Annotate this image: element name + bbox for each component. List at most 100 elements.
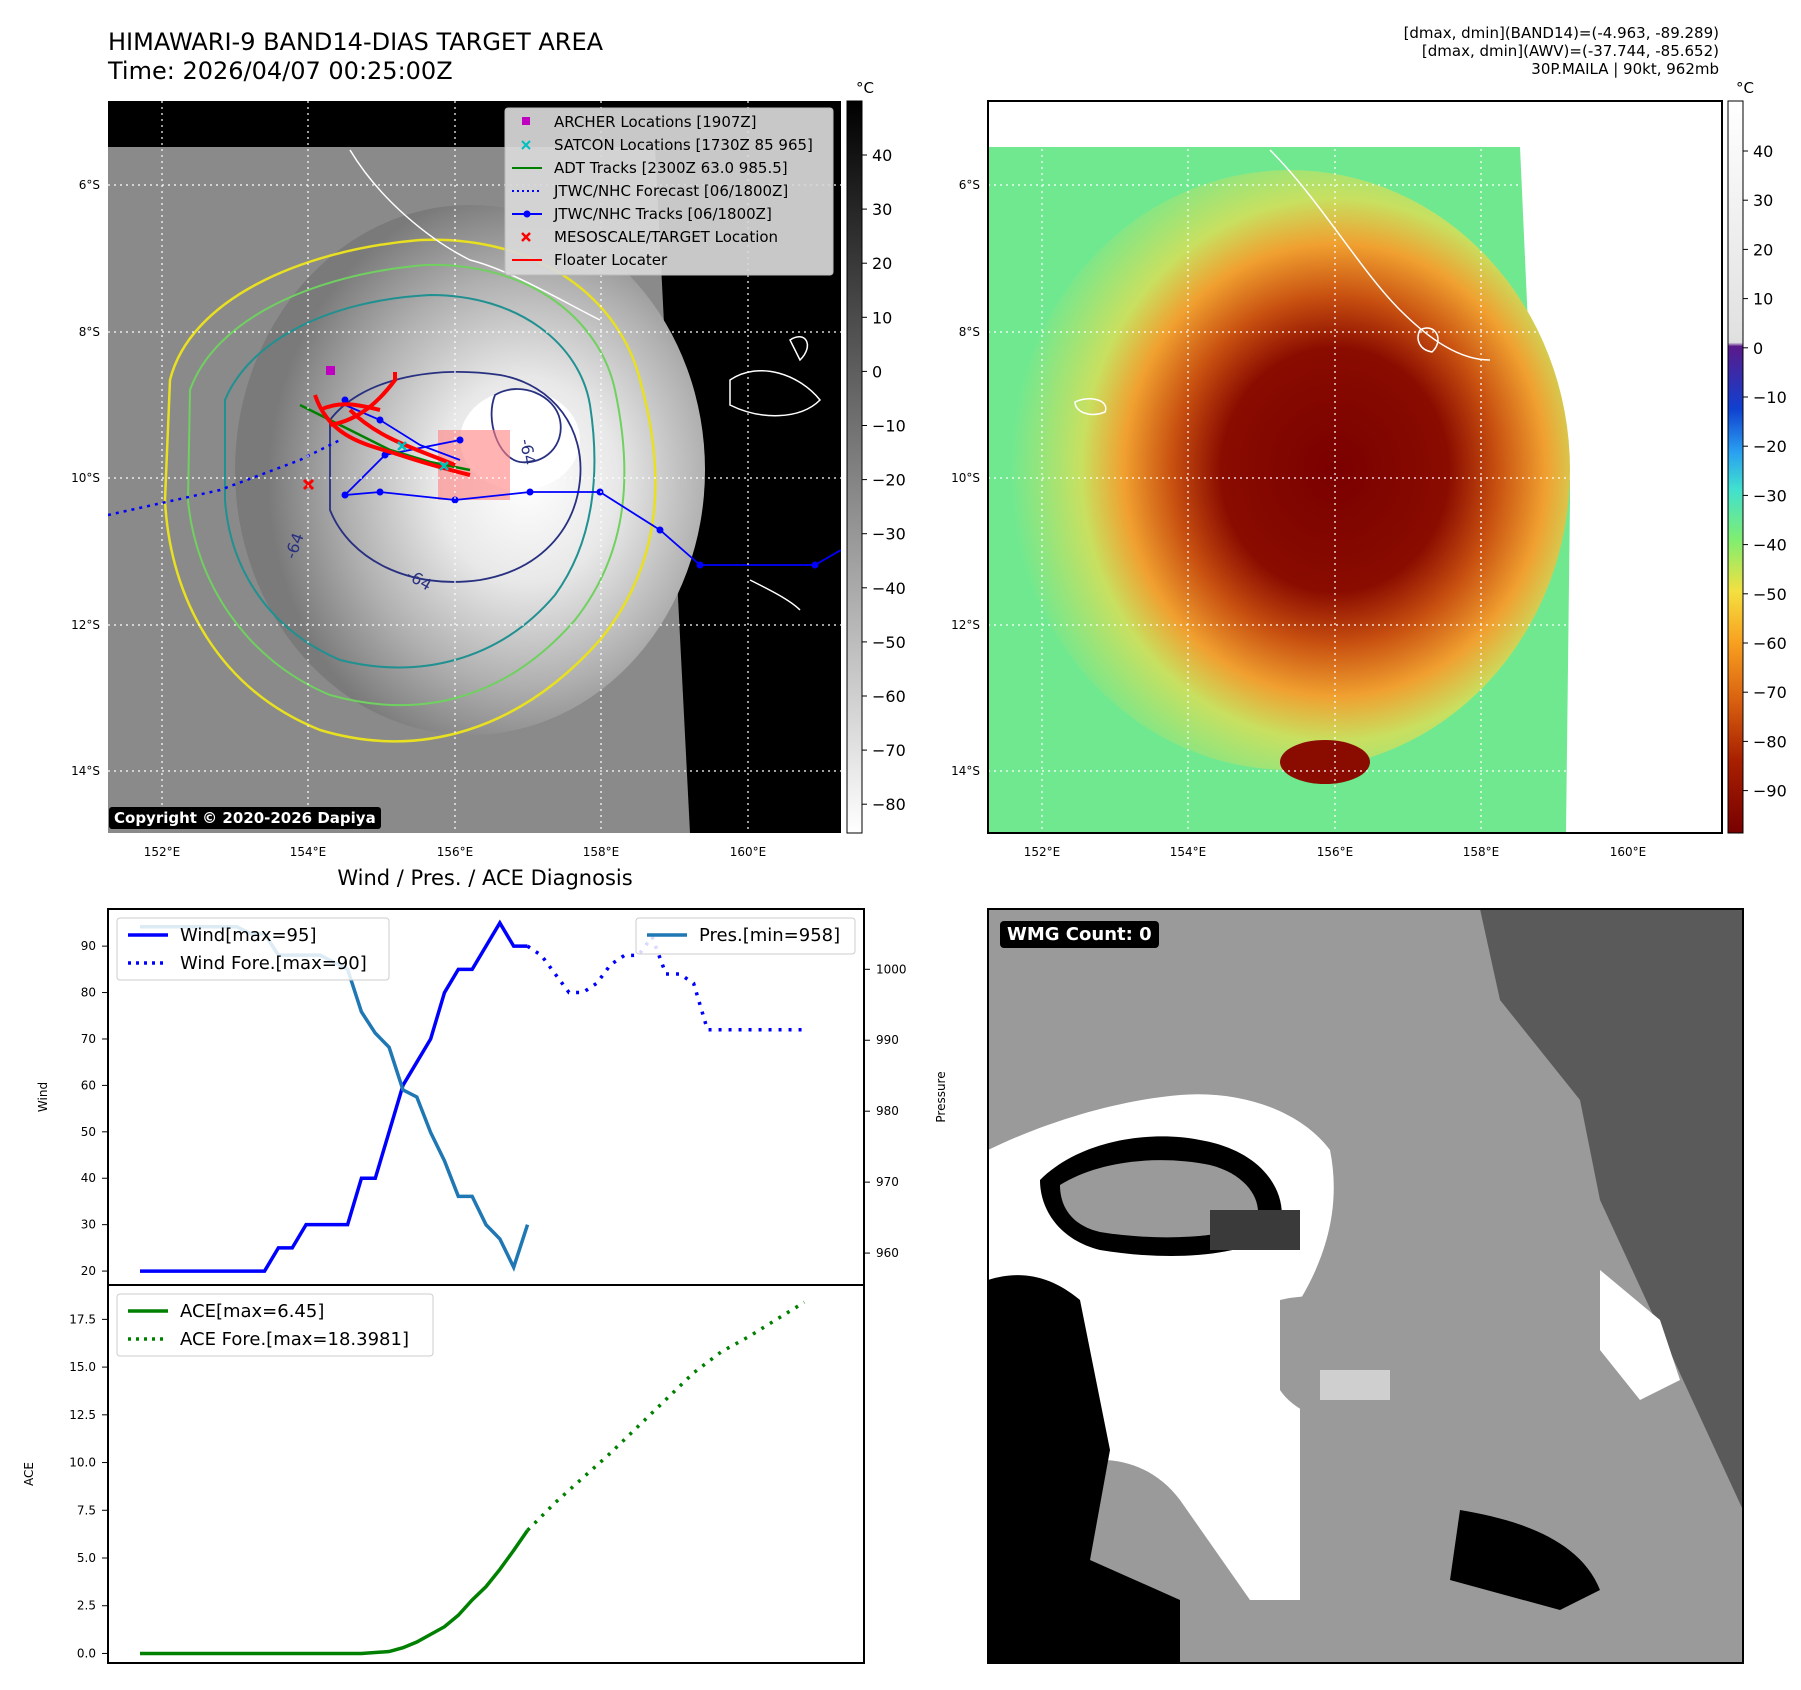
color-colorbar-tick-label: −60 xyxy=(1753,634,1787,653)
ace-legend-box xyxy=(116,1293,434,1357)
lat-tick: 6°S xyxy=(79,178,100,192)
contour-yellow xyxy=(163,238,657,743)
wind-axis-label: Wind xyxy=(36,1082,50,1112)
satcon-points xyxy=(397,441,449,471)
y-tick-label: 12.5 xyxy=(69,1408,96,1422)
lat-tick: 6°S xyxy=(959,178,980,192)
left-colorbar: °C 40 30 20 10 0 −10 −20 −30 −40 −50 −60 −70 −80 xyxy=(846,79,906,834)
legend-label: JTWC/NHC Forecast [06/1800Z] xyxy=(553,182,788,200)
lon-tick: 156°E xyxy=(437,845,474,859)
gray-colorbar-tick-label: −10 xyxy=(872,417,906,436)
storm-info: [dmax, dmin](BAND14)=(-4.963, -89.289) [… xyxy=(1404,24,1719,78)
y-tick-label: 10.0 xyxy=(69,1456,96,1470)
diagnosis-title: Wind / Pres. / ACE Diagnosis xyxy=(337,866,632,890)
jtwc-forecast-track xyxy=(108,438,341,517)
y-tick-label: 60 xyxy=(81,1078,96,1092)
gray-colorbar-tick-label: −50 xyxy=(872,633,906,652)
y-tick-label: 5.0 xyxy=(77,1551,96,1565)
pressure-legend-box xyxy=(635,917,856,955)
y-tick-label: 80 xyxy=(81,986,96,1000)
gray-colorbar-tick-label: 30 xyxy=(872,200,892,219)
lon-tick: 154°E xyxy=(1170,845,1207,859)
colorbar-unit: °C xyxy=(1736,79,1754,97)
ace-axis-label: ACE xyxy=(22,1462,36,1486)
color-colorbar-tick-label: −30 xyxy=(1753,486,1787,505)
color-colorbar-tick-label: −40 xyxy=(1753,536,1787,555)
contour-label: -64 xyxy=(516,437,539,466)
title-line-2: Time: 2026/04/07 00:25:00Z xyxy=(108,57,453,85)
lon-tick: 158°E xyxy=(1463,845,1500,859)
contour-navy xyxy=(329,371,582,583)
gray-colorbar-tick-label: 40 xyxy=(872,146,892,165)
lon-tick: 152°E xyxy=(1024,845,1061,859)
wmg-panel xyxy=(987,908,1744,1664)
wind-pressure-chart: 20 30 40 50 60 70 80 90 960 970 980 990 1000 Wind P… xyxy=(36,908,948,1286)
wmg-black-south xyxy=(1450,1510,1600,1610)
wmg-frame xyxy=(987,908,1744,1664)
color-colorbar-tick-label: 30 xyxy=(1753,191,1773,210)
y-tick-label: 90 xyxy=(81,939,96,953)
coastline xyxy=(749,579,801,611)
legend-pressure-label: Pres.[min=958] xyxy=(699,925,840,946)
wmg-core xyxy=(1280,1296,1431,1424)
floater-locater xyxy=(313,372,471,477)
lon-tick: 160°E xyxy=(1610,845,1647,859)
storm-cluster-right xyxy=(1280,740,1370,784)
gray-colorbar-tick-label: 0 xyxy=(872,362,882,381)
color-colorbar-tick-label: 40 xyxy=(1753,142,1773,161)
archer-location xyxy=(326,366,335,375)
mesoscale-location xyxy=(302,478,315,491)
colorbar-unit: °C xyxy=(856,79,874,97)
y-tick-label: 50 xyxy=(81,1125,96,1139)
legend-satcon-marker xyxy=(521,140,531,150)
color-colorbar-tick-label: 0 xyxy=(1753,339,1763,358)
jtwc-track-points xyxy=(341,396,819,569)
wmg-dark-patch xyxy=(1210,1210,1300,1250)
legend-tracks-dot xyxy=(523,210,531,218)
y-right-tick-label: 960 xyxy=(876,1246,899,1260)
gray-colorbar-tick-label: −60 xyxy=(872,687,906,706)
legend-wind-label: Wind[max=95] xyxy=(180,925,317,946)
wind-legend-box xyxy=(116,917,390,981)
map-gridlines-right xyxy=(988,101,1722,833)
lat-tick: 10°S xyxy=(71,471,100,485)
y-tick-label: 40 xyxy=(81,1171,96,1185)
color-colorbar-tick-label: −70 xyxy=(1753,683,1787,702)
coastline-right xyxy=(1269,149,1491,361)
lon-tick: 158°E xyxy=(583,845,620,859)
legend-label: MESOSCALE/TARGET Location xyxy=(554,228,778,246)
legend-ace-fore-label: ACE Fore.[max=18.3981] xyxy=(180,1329,409,1350)
color-colorbar-tick-label: −10 xyxy=(1753,388,1787,407)
info-line-2: [dmax, dmin](AWV)=(-37.744, -85.652) xyxy=(1421,42,1719,60)
coastline-right xyxy=(1074,398,1107,416)
lon-tick: 154°E xyxy=(290,845,327,859)
y-tick-label: 15.0 xyxy=(69,1360,96,1374)
y-right-tick-label: 980 xyxy=(876,1104,899,1118)
right-colorbar: °C 40 30 20 10 0 −10 −20 −30 −40 −50 −60 −70 −80 −90 xyxy=(1727,79,1787,834)
color-colorbar-tick-label: 20 xyxy=(1753,240,1773,259)
map-legend: ARCHER Locations [1907Z] SATCON Location… xyxy=(504,107,834,276)
legend-archer-marker xyxy=(522,117,530,125)
series-line-0 xyxy=(140,919,528,1273)
gray-colorbar-tick-label: −40 xyxy=(872,579,906,598)
right-map-ticks: 152°E 154°E 156°E 158°E 160°E 6°S 8°S 10… xyxy=(951,178,1646,859)
left-map-ticks: 152°E 154°E 156°E 158°E 160°E 6°S 8°S 10… xyxy=(71,178,766,859)
color-colorbar-tick-label: 10 xyxy=(1753,290,1773,309)
wmg-white-east xyxy=(1600,1270,1680,1400)
contour-green xyxy=(186,263,626,706)
color-colorbar-tick-label: −50 xyxy=(1753,585,1787,604)
contour-teal xyxy=(224,293,596,669)
legend-label: ARCHER Locations [1907Z] xyxy=(554,113,757,131)
legend-ace-label: ACE[max=6.45] xyxy=(180,1301,324,1322)
gray-colorbar-tick-label: −70 xyxy=(872,741,906,760)
lat-tick: 14°S xyxy=(951,764,980,778)
lon-tick: 156°E xyxy=(1317,845,1354,859)
coastline xyxy=(729,370,822,417)
right-map-frame xyxy=(987,100,1723,834)
coastline xyxy=(789,336,809,362)
y-right-tick-label: 970 xyxy=(876,1175,899,1189)
legend-label: SATCON Locations [1730Z 85 965] xyxy=(554,136,813,154)
info-line-1: [dmax, dmin](BAND14)=(-4.963, -89.289) xyxy=(1403,24,1719,42)
coastline-right xyxy=(1417,327,1439,353)
